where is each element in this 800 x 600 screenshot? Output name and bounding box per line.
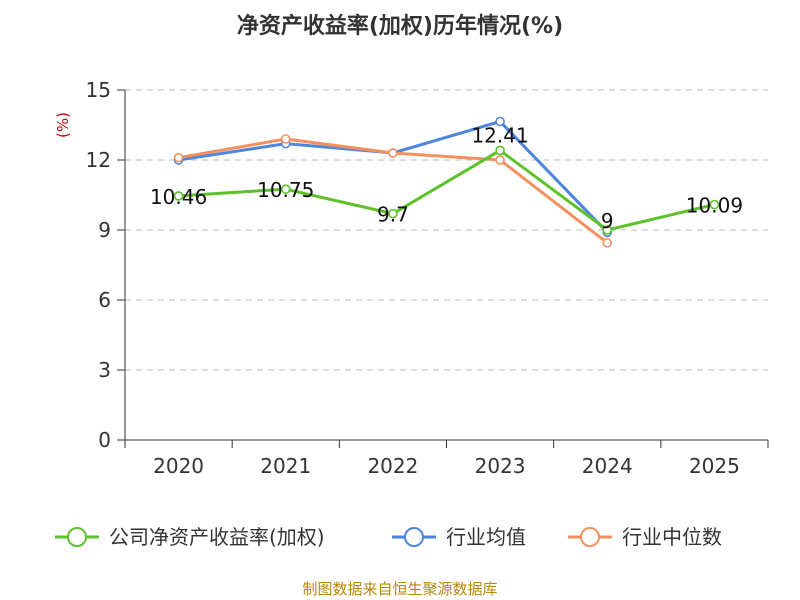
y-tick-label-9: 9 [98,218,111,242]
x-tick-label-2021: 2021 [260,454,311,478]
x-tick-label-2020: 2020 [153,454,204,478]
gridlines [125,89,768,371]
series-0-point-2022 [388,208,398,219]
series-0-point-2023 [495,145,505,156]
data-label-2024: 9 [601,209,614,233]
series-0-point-2024 [602,225,613,235]
data-label-2022: 9.7 [377,203,409,227]
series-0-point-2025 [709,199,720,210]
series-1-point-2023 [495,116,505,127]
legend-marker-2 [580,527,600,547]
y-tick-label-12: 12 [86,148,111,172]
series-2-point-2020 [173,152,184,163]
data-label-2025: 10.09 [686,194,743,218]
series-2-point-2023 [495,155,505,165]
series-0-point-2020 [173,191,184,201]
series-group [173,116,720,248]
x-tick-label-2022: 2022 [367,454,418,478]
data-label-2021: 10.75 [257,178,314,202]
legend-label-2: 行业中位数 [622,525,722,549]
chart-title: 净资产收益率(加权)历年情况(%) [237,13,563,39]
legend[interactable]: 公司净资产收益率(加权) 行业均值 行业中位数 [55,525,722,549]
legend-item-1[interactable]: 行业均值 [392,525,526,549]
series-line-0 [178,148,715,232]
series-2-point-2021 [280,134,291,144]
series-0-point-2021 [280,184,291,194]
y-tick-label-3: 3 [98,358,111,382]
x-tick-label-2023: 2023 [475,454,526,478]
legend-item-0[interactable]: 公司净资产收益率(加权) [55,525,325,549]
legend-item-2[interactable]: 行业中位数 [568,525,722,549]
data-label-2023: 12.41 [471,123,528,147]
data-source-note: 制图数据来自恒生聚源数据库 [302,580,497,598]
legend-marker-0 [67,527,87,547]
y-axis-unit-label: (%) [54,112,72,138]
data-label-2020: 10.46 [150,185,207,209]
legend-marker-1 [404,527,424,547]
y-tick-label-15: 15 [86,78,111,102]
y-tick-label-0: 0 [98,428,111,452]
data-labels: 10.46 10.75 9.7 12.41 9 10.09 [150,123,743,233]
legend-label-0: 公司净资产收益率(加权) [109,525,325,549]
x-tick-label-2024: 2024 [582,454,633,478]
x-tick-label-2025: 2025 [689,454,740,478]
legend-label-1: 行业均值 [446,525,526,549]
axes: 0 3 6 9 12 15 2020 2021 2022 2023 2024 2025 [86,78,769,478]
series-2-point-2022 [388,148,398,158]
y-tick-label-6: 6 [98,288,111,312]
series-2-point-2024 [602,238,613,248]
